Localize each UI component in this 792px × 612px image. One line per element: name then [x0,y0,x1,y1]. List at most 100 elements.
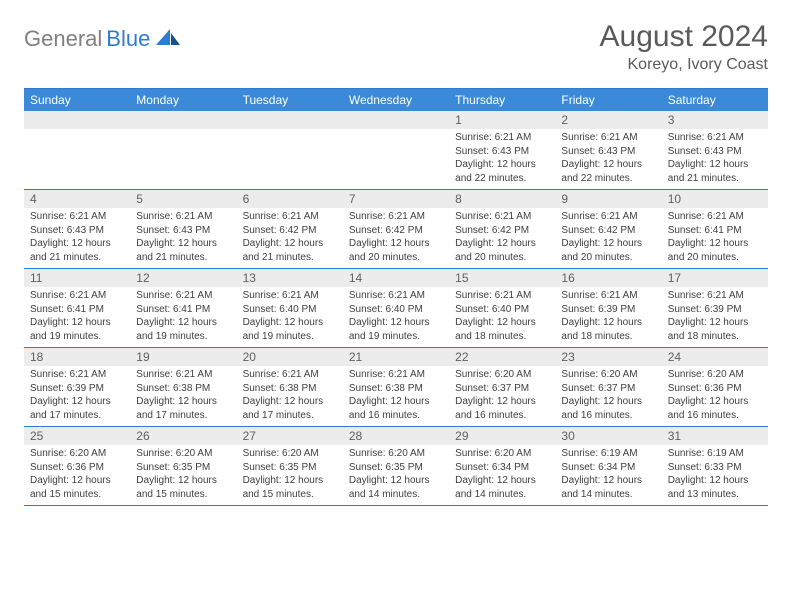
day-cell [237,111,343,189]
daylight-text: Daylight: 12 hours and 15 minutes. [136,474,230,501]
sunset-text: Sunset: 6:42 PM [455,224,549,238]
day-number: 28 [343,427,449,445]
weekday-header: Thursday [449,89,555,111]
day-cell: 27Sunrise: 6:20 AMSunset: 6:35 PMDayligh… [237,427,343,505]
sunrise-text: Sunrise: 6:21 AM [30,210,124,224]
day-cell: 5Sunrise: 6:21 AMSunset: 6:43 PMDaylight… [130,190,236,268]
day-content: Sunrise: 6:20 AMSunset: 6:34 PMDaylight:… [449,445,555,505]
header: GeneralBlue August 2024 Koreyo, Ivory Co… [24,20,768,74]
day-cell: 13Sunrise: 6:21 AMSunset: 6:40 PMDayligh… [237,269,343,347]
week-row: 18Sunrise: 6:21 AMSunset: 6:39 PMDayligh… [24,348,768,427]
day-content: Sunrise: 6:21 AMSunset: 6:39 PMDaylight:… [662,287,768,347]
day-cell: 28Sunrise: 6:20 AMSunset: 6:35 PMDayligh… [343,427,449,505]
sunrise-text: Sunrise: 6:21 AM [668,289,762,303]
daylight-text: Daylight: 12 hours and 19 minutes. [30,316,124,343]
day-content: Sunrise: 6:21 AMSunset: 6:42 PMDaylight:… [343,208,449,268]
daylight-text: Daylight: 12 hours and 15 minutes. [243,474,337,501]
day-number: 3 [662,111,768,129]
day-content: Sunrise: 6:20 AMSunset: 6:36 PMDaylight:… [662,366,768,426]
day-content: Sunrise: 6:21 AMSunset: 6:38 PMDaylight:… [237,366,343,426]
day-number: 1 [449,111,555,129]
calendar: Sunday Monday Tuesday Wednesday Thursday… [24,88,768,506]
daylight-text: Daylight: 12 hours and 17 minutes. [30,395,124,422]
sunset-text: Sunset: 6:43 PM [668,145,762,159]
daylight-text: Daylight: 12 hours and 21 minutes. [668,158,762,185]
sunrise-text: Sunrise: 6:20 AM [455,368,549,382]
daylight-text: Daylight: 12 hours and 13 minutes. [668,474,762,501]
weekday-header: Monday [130,89,236,111]
sunrise-text: Sunrise: 6:20 AM [668,368,762,382]
day-cell: 9Sunrise: 6:21 AMSunset: 6:42 PMDaylight… [555,190,661,268]
day-content: Sunrise: 6:21 AMSunset: 6:43 PMDaylight:… [662,129,768,189]
day-number: 5 [130,190,236,208]
daylight-text: Daylight: 12 hours and 17 minutes. [136,395,230,422]
sunrise-text: Sunrise: 6:21 AM [136,368,230,382]
sunset-text: Sunset: 6:39 PM [561,303,655,317]
sunset-text: Sunset: 6:37 PM [455,382,549,396]
day-cell: 7Sunrise: 6:21 AMSunset: 6:42 PMDaylight… [343,190,449,268]
sunset-text: Sunset: 6:38 PM [349,382,443,396]
day-number: 31 [662,427,768,445]
sunset-text: Sunset: 6:35 PM [136,461,230,475]
sunset-text: Sunset: 6:41 PM [668,224,762,238]
sunrise-text: Sunrise: 6:21 AM [668,131,762,145]
daylight-text: Daylight: 12 hours and 21 minutes. [30,237,124,264]
daylight-text: Daylight: 12 hours and 14 minutes. [349,474,443,501]
daylight-text: Daylight: 12 hours and 18 minutes. [668,316,762,343]
day-number: 16 [555,269,661,287]
day-cell: 16Sunrise: 6:21 AMSunset: 6:39 PMDayligh… [555,269,661,347]
weekday-header-row: Sunday Monday Tuesday Wednesday Thursday… [24,89,768,111]
day-content: Sunrise: 6:21 AMSunset: 6:43 PMDaylight:… [449,129,555,189]
sunset-text: Sunset: 6:42 PM [349,224,443,238]
day-content: Sunrise: 6:21 AMSunset: 6:42 PMDaylight:… [555,208,661,268]
day-number [343,111,449,129]
sunrise-text: Sunrise: 6:20 AM [243,447,337,461]
day-content: Sunrise: 6:21 AMSunset: 6:42 PMDaylight:… [237,208,343,268]
sunrise-text: Sunrise: 6:21 AM [136,210,230,224]
daylight-text: Daylight: 12 hours and 15 minutes. [30,474,124,501]
sunrise-text: Sunrise: 6:21 AM [349,210,443,224]
title-block: August 2024 Koreyo, Ivory Coast [600,20,768,74]
daylight-text: Daylight: 12 hours and 16 minutes. [349,395,443,422]
day-content: Sunrise: 6:21 AMSunset: 6:42 PMDaylight:… [449,208,555,268]
sunrise-text: Sunrise: 6:21 AM [243,289,337,303]
daylight-text: Daylight: 12 hours and 14 minutes. [561,474,655,501]
page-subtitle: Koreyo, Ivory Coast [600,56,768,74]
day-cell: 29Sunrise: 6:20 AMSunset: 6:34 PMDayligh… [449,427,555,505]
sunrise-text: Sunrise: 6:21 AM [561,289,655,303]
sunset-text: Sunset: 6:42 PM [243,224,337,238]
day-cell: 21Sunrise: 6:21 AMSunset: 6:38 PMDayligh… [343,348,449,426]
sunset-text: Sunset: 6:43 PM [455,145,549,159]
logo-text-blue: Blue [106,26,150,52]
day-cell: 4Sunrise: 6:21 AMSunset: 6:43 PMDaylight… [24,190,130,268]
daylight-text: Daylight: 12 hours and 19 minutes. [243,316,337,343]
day-content: Sunrise: 6:21 AMSunset: 6:41 PMDaylight:… [24,287,130,347]
sunset-text: Sunset: 6:34 PM [561,461,655,475]
daylight-text: Daylight: 12 hours and 21 minutes. [136,237,230,264]
day-content [130,129,236,183]
logo-sail-icon [156,29,180,47]
sunrise-text: Sunrise: 6:20 AM [561,368,655,382]
logo-text-general: General [24,26,102,52]
weekday-header: Tuesday [237,89,343,111]
sunset-text: Sunset: 6:40 PM [243,303,337,317]
sunrise-text: Sunrise: 6:21 AM [136,289,230,303]
day-content: Sunrise: 6:20 AMSunset: 6:35 PMDaylight:… [343,445,449,505]
day-cell: 2Sunrise: 6:21 AMSunset: 6:43 PMDaylight… [555,111,661,189]
day-content [343,129,449,183]
sunset-text: Sunset: 6:37 PM [561,382,655,396]
day-content: Sunrise: 6:21 AMSunset: 6:41 PMDaylight:… [662,208,768,268]
calendar-page: GeneralBlue August 2024 Koreyo, Ivory Co… [0,0,792,612]
day-cell: 8Sunrise: 6:21 AMSunset: 6:42 PMDaylight… [449,190,555,268]
day-content: Sunrise: 6:20 AMSunset: 6:37 PMDaylight:… [555,366,661,426]
day-number: 26 [130,427,236,445]
day-number: 24 [662,348,768,366]
day-content: Sunrise: 6:21 AMSunset: 6:39 PMDaylight:… [555,287,661,347]
weekday-header: Sunday [24,89,130,111]
calendar-body: 1Sunrise: 6:21 AMSunset: 6:43 PMDaylight… [24,111,768,506]
day-cell: 17Sunrise: 6:21 AMSunset: 6:39 PMDayligh… [662,269,768,347]
sunset-text: Sunset: 6:35 PM [243,461,337,475]
day-number: 19 [130,348,236,366]
day-content: Sunrise: 6:21 AMSunset: 6:43 PMDaylight:… [555,129,661,189]
day-number: 25 [24,427,130,445]
